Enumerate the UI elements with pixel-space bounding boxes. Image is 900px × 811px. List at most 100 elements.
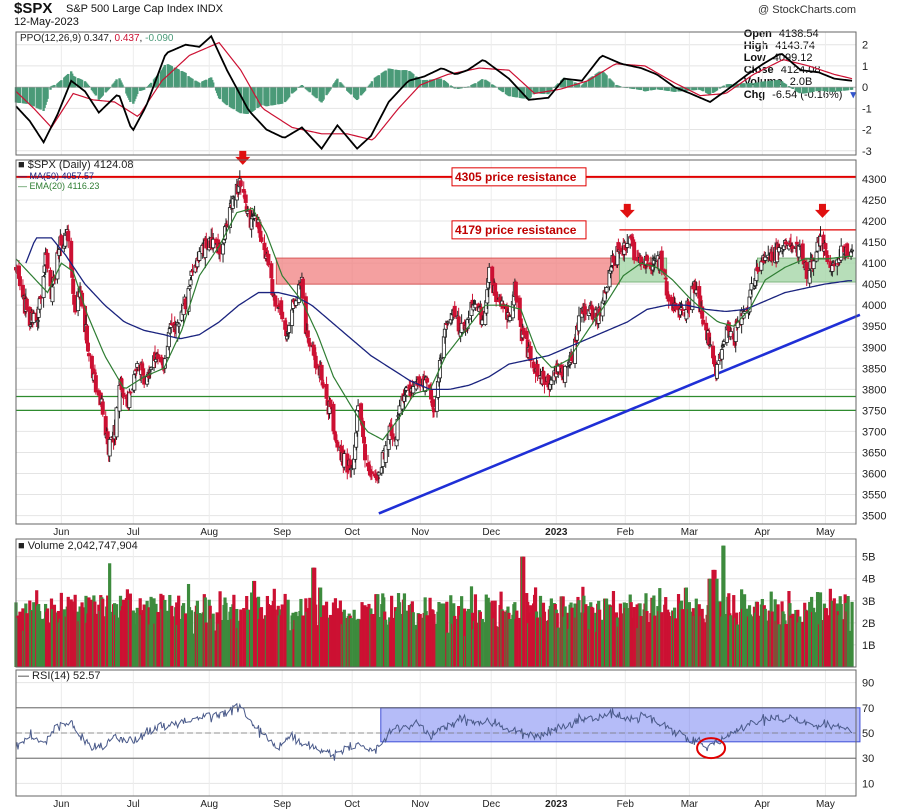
ppo-histogram-bar (708, 87, 712, 95)
rsi-ytick: 50 (862, 728, 874, 740)
volume-bar (598, 609, 602, 667)
volume-bar (404, 610, 409, 667)
price-ytick: 4150 (862, 237, 886, 249)
candle-body (45, 252, 50, 269)
ppo-histogram-bar (784, 84, 788, 88)
ppo-ytick: 2 (862, 40, 868, 52)
ppo-histogram-bar (660, 87, 663, 91)
ppo-histogram-bar (612, 82, 615, 88)
volume-bar (798, 616, 802, 667)
volume-bar (190, 633, 195, 667)
volume-bar (577, 600, 581, 667)
ppo-histogram-bar (287, 87, 291, 98)
rsi-xtick: Jul (127, 799, 140, 810)
rsi-xtick: Apr (755, 799, 771, 810)
ppo-histogram-bar (108, 87, 111, 89)
price-ytick: 4300 (862, 174, 886, 186)
ppo-histogram-bar (591, 76, 594, 88)
volume-ytick: 3B (862, 596, 875, 608)
ppo-histogram-bar (598, 71, 601, 88)
ppo-histogram-bar (101, 87, 104, 96)
candle-body (227, 207, 232, 228)
candle-body (238, 180, 243, 187)
rsi-line (15, 702, 853, 761)
ppo-histogram-bar (142, 87, 146, 90)
rsi-xtick: 2023 (545, 799, 568, 810)
ppo-histogram-bar (501, 87, 505, 93)
ppo-histogram-bar (460, 87, 463, 89)
price-xtick: Sep (273, 527, 291, 538)
ema20-line (15, 207, 853, 441)
ppo-histogram-bar (570, 81, 574, 88)
candle-body (273, 295, 278, 307)
ppo-histogram-bar (53, 84, 56, 88)
volume-ytick: 4B (862, 574, 875, 586)
ppo-histogram-bar (729, 84, 732, 88)
ppo-histogram-bar (515, 87, 519, 98)
volume-bar (708, 578, 712, 667)
price-xtick: May (816, 527, 835, 538)
volume-bar (729, 615, 733, 667)
high-value: 4143.74 (775, 40, 815, 52)
volume-bar (667, 612, 671, 667)
candle-body (85, 342, 90, 351)
volume-bar (391, 617, 395, 667)
ppo-legend-name: PPO(12,26,9) (20, 33, 84, 44)
ppo-histogram-bar (812, 87, 815, 92)
volume-bar (259, 607, 264, 667)
ppo-histogram-bar (826, 87, 829, 92)
volume-bar (763, 608, 767, 667)
ppo-histogram-bar (536, 87, 539, 94)
rsi-xtick: Oct (344, 799, 360, 810)
volume-bar (252, 580, 257, 667)
candle-body (266, 253, 271, 266)
volume-bar (52, 604, 57, 667)
candle-body (719, 349, 724, 360)
ppo-histogram-bar (398, 70, 401, 88)
resistance-label-box (451, 220, 587, 240)
dropdown-icon[interactable]: ▾ (850, 89, 856, 101)
volume-bar (480, 618, 484, 667)
volume-bar (273, 609, 277, 667)
ppo-histogram-bar (260, 87, 263, 106)
ppo-histogram-bar (701, 87, 705, 92)
volume-bar (370, 614, 374, 667)
ppo-histogram-bar (315, 87, 318, 99)
candle-body (383, 445, 388, 463)
candle-body (425, 378, 430, 383)
ppo-histogram-bar (770, 80, 774, 88)
peak-arrow-icon (235, 150, 251, 165)
ppo-histogram-bar (646, 87, 650, 91)
volume-bar (632, 607, 636, 667)
volume-bar (818, 592, 823, 667)
trend-line (378, 313, 861, 515)
volume-bar (287, 630, 291, 667)
candle-body (429, 389, 434, 400)
ppo-histogram-bar (508, 87, 512, 97)
ppo-histogram-bar (115, 79, 118, 88)
ppo-histogram-bar (39, 87, 42, 110)
low-label: Low (743, 52, 766, 64)
volume-bar (377, 617, 381, 667)
rsi-frame (15, 669, 857, 797)
volume-value: 2.0B (789, 76, 813, 88)
ppo-histogram-bar (253, 87, 256, 111)
ppo-ytick: -2 (862, 125, 872, 137)
price-xtick: 2023 (545, 527, 568, 538)
ppo-histogram-bar (246, 87, 249, 114)
volume-bar (45, 608, 50, 667)
volume-bar (149, 596, 153, 667)
ppo-histogram-bar (156, 74, 160, 88)
candle-body (720, 345, 725, 348)
volume-bar (515, 610, 519, 667)
candle-body (576, 315, 581, 332)
candle-body (830, 265, 835, 272)
volume-bar (425, 615, 429, 667)
candle-body (513, 281, 518, 296)
ppo-histogram-bar (605, 75, 608, 88)
candle-body (494, 291, 499, 303)
candle-body (369, 471, 374, 475)
candle-body (644, 255, 649, 261)
volume-bar (177, 595, 181, 667)
volume-bar (218, 591, 222, 667)
